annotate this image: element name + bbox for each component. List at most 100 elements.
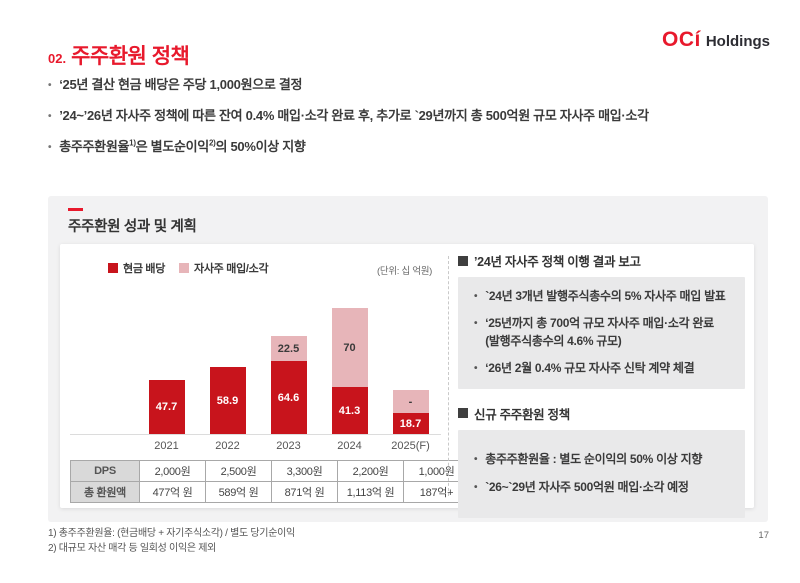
table-row-header: 총 환원액 — [70, 481, 140, 503]
policy-bullet-text: 총주주환원율 : 별도 순이익의 50% 이상 지향 — [485, 452, 703, 467]
footnote-line: 2) 대규모 자산 매각 등 일회성 이익은 제외 — [48, 542, 217, 554]
dividend-segment: 18.7 — [392, 413, 429, 434]
chart-area: 현금 배당 자사주 매입/소각 (단위: 십 억원) 47.7 58.9 22.5 64… — [60, 244, 470, 508]
oci-holdings-logo: OCí Holdings — [662, 28, 770, 52]
chart-legend: 현금 배당 자사주 매입/소각 — [108, 260, 269, 276]
policy-bullet: • `26~`29년 자사주 500억원 매입·소각 예정 — [470, 479, 733, 496]
section-marker-icon — [458, 408, 468, 419]
table-row: 총 환원액 477억 원 589억 원 871억 원 1,113억 원 187억+ — [70, 481, 470, 503]
bar-value-label: 70 — [343, 341, 356, 354]
policy-bullet-text: `26~`29년 자사주 500억원 매입·소각 예정 — [485, 479, 689, 494]
legend-swatch-icon — [179, 263, 190, 273]
table-cell: 3,300원 — [271, 460, 338, 482]
key-point: • 총주주환원율1)은 별도순이익2)의 50%이상 지향 — [48, 136, 772, 155]
bar-chart: 47.7 58.9 22.5 64.6 70 41.3 - 18.7 — [70, 244, 441, 434]
x-axis-label: 2021 — [154, 440, 179, 452]
bullet-icon: • — [474, 481, 478, 493]
section-marker-icon — [458, 255, 468, 266]
x-axis-label: 2023 — [276, 440, 301, 452]
section-title: 주주환원 성과 및 계획 — [68, 219, 197, 235]
footnote-line: 1) 총주주환원율: (현금배당 + 자기주식소각) / 별도 당기순이익 — [48, 528, 295, 539]
policy-bullet: • ‘26년 2월 0.4% 규모 자사주 신탁 계약 체결 — [470, 360, 733, 377]
section-accent-line — [68, 208, 83, 211]
dividend-segment: 64.6 — [270, 361, 307, 434]
policy-bullet: • ‘25년까지 총 700억 규모 자사주 매입·소각 완료 (발행주식총수의 … — [470, 315, 733, 350]
footnote-ref: 2) — [208, 138, 216, 148]
unit-label: (단위: 십 억원) — [377, 266, 432, 277]
buyback-segment: 22.5 — [270, 336, 307, 361]
policy-section-title: ’24년 자사주 정책 이행 결과 보고 — [474, 255, 641, 269]
policy-bullet-text: ‘26년 2월 0.4% 규모 자사주 신탁 계약 체결 — [485, 361, 695, 376]
bar-value-label: 41.3 — [338, 404, 361, 417]
bar-column: 47.7 — [136, 380, 197, 434]
page-number: 17 — [758, 530, 769, 541]
x-axis-labels: 2021 2022 2023 2024 2025(F) — [70, 440, 441, 454]
table-cell: 477억 원 — [139, 481, 206, 503]
slide-number-prefix: 02. — [48, 51, 67, 66]
bullet-icon: • — [474, 454, 478, 466]
slide-title-text: 주주환원 정책 — [71, 45, 190, 68]
table-cell: 2,000원 — [139, 460, 206, 482]
bullet-icon: • — [48, 111, 52, 122]
policy-box: • 총주주환원율 : 별도 순이익의 50% 이상 지향 • `26~`29년 자사주… — [458, 429, 745, 518]
legend-swatch-icon — [108, 263, 118, 273]
bar-value-label: 22.5 — [277, 342, 300, 355]
table-row: DPS 2,000원 2,500원 3,300원 2,200원 1,000원 — [70, 460, 470, 482]
chart-card: 현금 배당 자사주 매입/소각 (단위: 십 억원) 47.7 58.9 22.5 64… — [60, 244, 754, 518]
table-cell: 2,200원 — [337, 460, 404, 482]
bullet-icon: • — [474, 291, 478, 302]
page-title: 02. 주주환원 정책 — [48, 40, 190, 70]
key-point: • ’24~’26년 자사주 정책에 따른 잔여 0.4% 매입·소각 완료 후,… — [48, 105, 772, 124]
table-cell: 1,113억 원 — [337, 481, 404, 503]
policy-box: • `24년 3개년 발행주식총수의 5% 자사주 매입 발표 • ‘25년까지 총 … — [458, 277, 745, 389]
table-cell: 589억 원 — [205, 481, 272, 503]
bullet-icon: • — [48, 142, 52, 153]
key-points-list: • ‘25년 결산 현금 배당은 주당 1,000원으로 결정 • ’24~’26년 … — [48, 74, 772, 167]
policy-section-title: 신규 주주환원 정책 — [474, 407, 570, 422]
legend-item: 현금 배당 — [108, 260, 165, 276]
section-panel: 주주환원 성과 및 계획 현금 배당 자사주 매입/소각 (단위: 십 억원) 4… — [48, 196, 768, 522]
bar-value-label: 64.6 — [277, 391, 300, 404]
footnote-ref: 1) — [129, 138, 136, 148]
policy-bullet-text: `24년 3개년 발행주식총수의 5% 자사주 매입 발표 — [485, 289, 726, 303]
policy-section: 신규 주주환원 정책 • 총주주환원율 : 별도 순이익의 50% 이상 지향 • `2… — [458, 404, 745, 518]
bar-column: 58.9 — [197, 367, 258, 434]
bullet-icon: • — [48, 80, 52, 91]
x-axis-label: 2025(F) — [391, 440, 430, 452]
bar-value-label: - — [408, 395, 413, 408]
x-axis-line — [70, 434, 441, 435]
bullet-icon: • — [474, 318, 478, 330]
bar-column: 22.5 64.6 — [258, 336, 319, 434]
holdings-logo-text: Holdings — [705, 33, 770, 50]
x-axis-label: 2022 — [215, 440, 240, 452]
bar-column: 70 41.3 — [319, 308, 380, 434]
key-point-text: ’24~’26년 자사주 정책에 따른 잔여 0.4% 매입·소각 완료 후, … — [59, 108, 649, 123]
policy-section-heading: ’24년 자사주 정책 이행 결과 보고 — [458, 251, 745, 270]
policy-bullet: • 총주주환원율 : 별도 순이익의 50% 이상 지향 — [470, 451, 733, 468]
bar-column: - 18.7 — [380, 390, 441, 434]
key-point: • ‘25년 결산 현금 배당은 주당 1,000원으로 결정 — [48, 74, 772, 93]
legend-item: 자사주 매입/소각 — [179, 260, 269, 276]
vertical-divider — [448, 256, 449, 496]
dividend-segment: 41.3 — [331, 387, 368, 434]
key-point-text: ‘25년 결산 현금 배당은 주당 1,000원으로 결정 — [59, 77, 303, 92]
table-cell: 2,500원 — [205, 460, 272, 482]
policy-section-heading: 신규 주주환원 정책 — [458, 404, 745, 423]
bar-value-label: 58.9 — [216, 394, 239, 407]
key-point-text: 총주주환원율 — [59, 139, 130, 154]
buyback-segment: 70 — [331, 308, 368, 387]
table-cell: 871억 원 — [271, 481, 338, 503]
summary-table: DPS 2,000원 2,500원 3,300원 2,200원 1,000원 총 환원액 47… — [70, 460, 470, 503]
legend-label: 자사주 매입/소각 — [194, 263, 269, 275]
policy-bullet: • `24년 3개년 발행주식총수의 5% 자사주 매입 발표 — [470, 288, 733, 305]
bar-value-label: 47.7 — [155, 401, 178, 413]
legend-label: 현금 배당 — [123, 263, 166, 275]
dividend-segment: 47.7 — [148, 380, 185, 434]
bar-value-label: 18.7 — [399, 417, 422, 430]
policy-section: ’24년 자사주 정책 이행 결과 보고 • `24년 3개년 발행주식총수의 5%… — [458, 251, 745, 389]
bullet-icon: • — [474, 363, 478, 375]
dividend-segment: 58.9 — [209, 367, 246, 434]
key-point-text: 의 50%이상 지향 — [215, 139, 306, 154]
footnotes: 1) 총주주환원율: (현금배당 + 자기주식소각) / 별도 당기순이익 2) … — [48, 527, 295, 556]
